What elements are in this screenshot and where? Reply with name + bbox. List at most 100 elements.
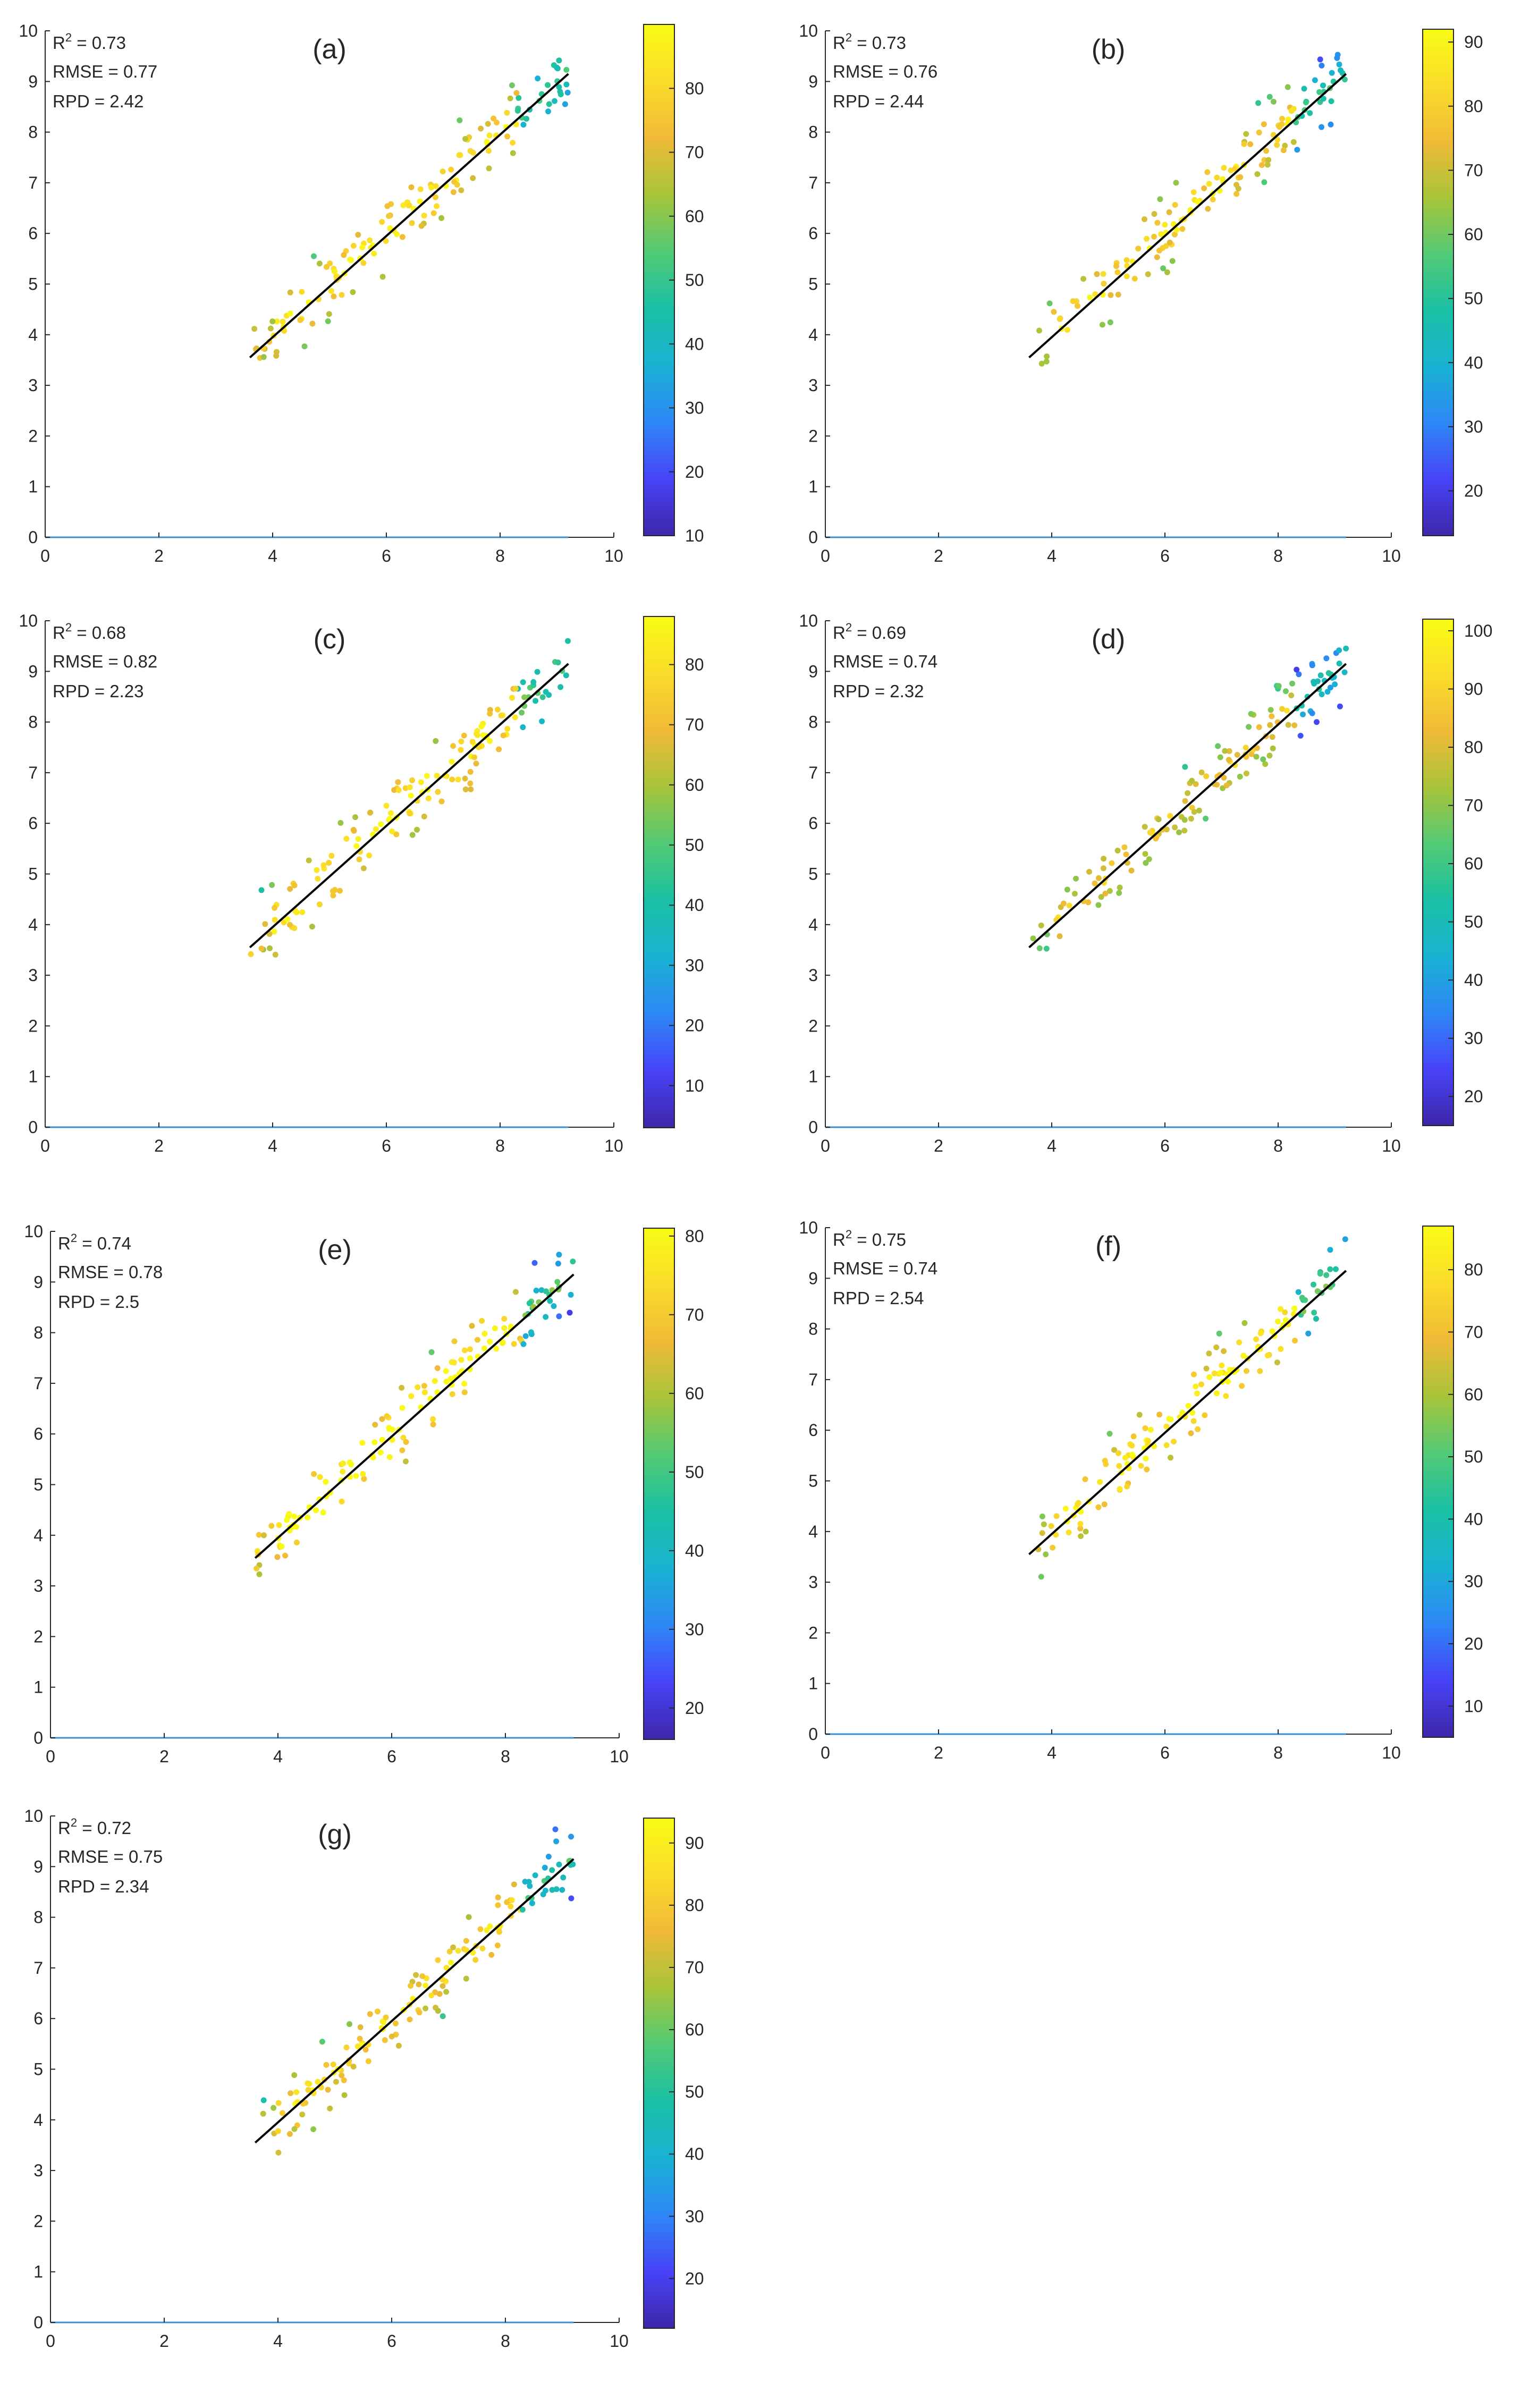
data-point bbox=[1270, 745, 1276, 751]
data-point bbox=[477, 1926, 484, 1932]
data-point bbox=[495, 1902, 501, 1908]
data-point bbox=[463, 1975, 469, 1982]
data-point bbox=[1261, 179, 1268, 185]
data-point bbox=[540, 1891, 546, 1897]
data-point bbox=[451, 1338, 458, 1345]
data-point bbox=[1038, 1574, 1044, 1580]
fit-line bbox=[249, 663, 569, 949]
colorbar bbox=[643, 616, 675, 1128]
data-point bbox=[267, 945, 273, 951]
data-point bbox=[1223, 1393, 1229, 1399]
data-point bbox=[409, 777, 415, 783]
data-point bbox=[1290, 139, 1297, 145]
y-tick-label: 0 bbox=[28, 528, 38, 547]
data-point bbox=[554, 1279, 561, 1285]
y-tick-label: 4 bbox=[808, 1522, 818, 1541]
data-point bbox=[1188, 1430, 1194, 1437]
data-point bbox=[1218, 1370, 1223, 1376]
data-point bbox=[457, 117, 463, 123]
data-point bbox=[399, 1405, 405, 1411]
data-point bbox=[1070, 298, 1076, 305]
data-point bbox=[553, 1886, 560, 1892]
data-point bbox=[494, 120, 500, 126]
data-point bbox=[1258, 162, 1265, 168]
data-point bbox=[507, 95, 513, 102]
data-point bbox=[563, 81, 570, 88]
data-point bbox=[378, 821, 384, 827]
x-tick-label: 2 bbox=[934, 546, 943, 565]
x-tick-label: 0 bbox=[46, 2331, 55, 2351]
data-point bbox=[395, 2042, 402, 2049]
data-point bbox=[339, 1498, 345, 1505]
data-point bbox=[1274, 142, 1280, 148]
data-point bbox=[1083, 1528, 1089, 1535]
data-point bbox=[323, 264, 329, 270]
data-point bbox=[1274, 1359, 1280, 1366]
data-point bbox=[1151, 211, 1157, 217]
data-point bbox=[533, 698, 539, 704]
colorbar-tick-label: 80 bbox=[1464, 738, 1483, 757]
fit-line bbox=[254, 1273, 574, 1559]
data-point bbox=[513, 90, 520, 96]
data-point bbox=[1078, 1533, 1084, 1539]
data-point bbox=[1051, 309, 1057, 315]
colorbar-tick-label: 40 bbox=[1464, 970, 1483, 990]
data-point bbox=[1342, 1236, 1348, 1243]
data-point bbox=[1198, 769, 1205, 775]
data-point bbox=[564, 89, 571, 96]
y-tick-label: 10 bbox=[799, 611, 818, 630]
y-tick-label: 10 bbox=[24, 1222, 43, 1241]
data-point bbox=[559, 1887, 565, 1893]
x-tick-label: 10 bbox=[604, 1136, 623, 1155]
data-point bbox=[1117, 1486, 1123, 1492]
data-point bbox=[403, 1439, 409, 1445]
data-point bbox=[1135, 246, 1142, 252]
data-point bbox=[284, 1517, 290, 1523]
data-point bbox=[468, 786, 474, 792]
data-point bbox=[458, 747, 464, 753]
data-point bbox=[408, 792, 414, 799]
data-point bbox=[323, 1478, 329, 1485]
panel-label: (c) bbox=[314, 624, 346, 655]
x-tick-label: 8 bbox=[1273, 1743, 1283, 1762]
data-point bbox=[362, 2047, 369, 2053]
x-tick-label: 10 bbox=[1382, 546, 1401, 565]
data-point bbox=[1223, 782, 1230, 789]
data-point bbox=[1255, 100, 1261, 106]
data-point bbox=[1241, 1320, 1248, 1326]
data-point bbox=[1157, 196, 1163, 202]
r2-superscript: 2 bbox=[846, 31, 852, 44]
data-point bbox=[416, 2009, 422, 2016]
data-point bbox=[1114, 848, 1121, 854]
data-point bbox=[417, 198, 423, 205]
data-point bbox=[1221, 774, 1227, 781]
y-tick-label: 1 bbox=[33, 2262, 43, 2282]
data-point bbox=[1085, 899, 1092, 906]
y-tick-label: 4 bbox=[808, 915, 818, 934]
data-point bbox=[1263, 148, 1269, 154]
data-point bbox=[501, 1325, 508, 1331]
data-point bbox=[1046, 300, 1053, 307]
data-point bbox=[421, 213, 427, 219]
data-point bbox=[1317, 56, 1323, 63]
data-point bbox=[450, 743, 457, 749]
data-point bbox=[299, 289, 305, 295]
data-point bbox=[408, 184, 415, 190]
data-point bbox=[251, 326, 258, 332]
data-point bbox=[384, 1413, 390, 1420]
data-point bbox=[327, 2105, 333, 2111]
data-point bbox=[286, 2131, 293, 2137]
x-tick-label: 4 bbox=[1047, 1743, 1057, 1762]
data-point bbox=[371, 1439, 378, 1446]
data-point bbox=[333, 2079, 339, 2085]
data-point bbox=[394, 231, 400, 238]
rpd-stat: RPD = 2.54 bbox=[833, 1288, 924, 1308]
data-point bbox=[1282, 1309, 1288, 1315]
colorbar-tick-label: 30 bbox=[685, 1620, 704, 1639]
data-point bbox=[1171, 1439, 1177, 1444]
data-point bbox=[1160, 265, 1167, 272]
r2-stat: R2 = 0.74 bbox=[58, 1231, 131, 1253]
data-point bbox=[414, 826, 420, 833]
data-point bbox=[565, 638, 571, 644]
data-point bbox=[1185, 790, 1191, 796]
